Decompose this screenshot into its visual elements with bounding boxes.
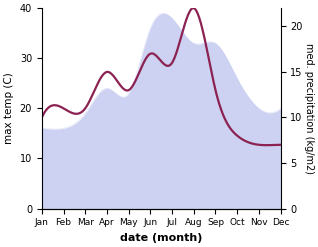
X-axis label: date (month): date (month) [120,233,203,243]
Y-axis label: med. precipitation (kg/m2): med. precipitation (kg/m2) [304,43,314,174]
Y-axis label: max temp (C): max temp (C) [4,72,14,144]
